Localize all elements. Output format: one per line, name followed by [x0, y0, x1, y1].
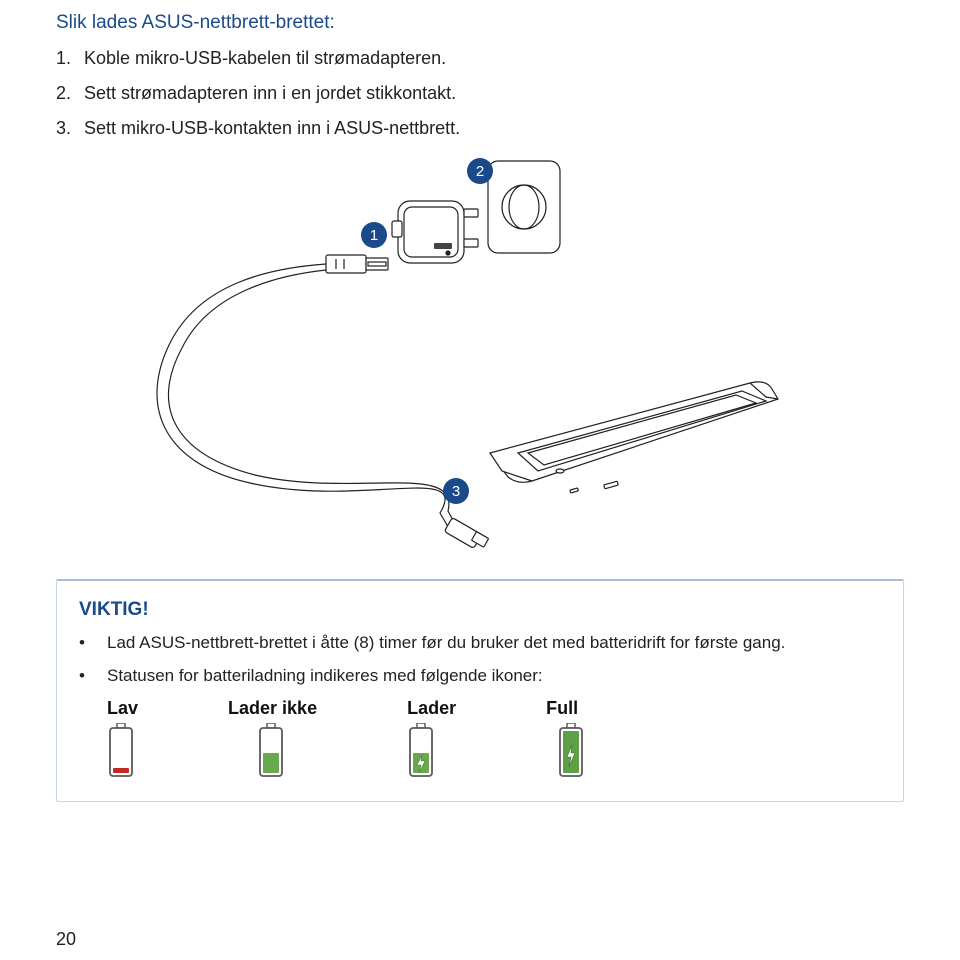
battery-label-full: Full — [546, 698, 578, 719]
step-number: 2. — [56, 83, 84, 104]
battery-label-charging: Lader — [407, 698, 456, 719]
bullet-text: Lad ASUS-nettbrett-brettet i åtte (8) ti… — [107, 631, 785, 656]
step-number: 3. — [56, 118, 84, 139]
battery-icons-row — [107, 723, 881, 779]
list-item: 3. Sett mikro-USB-kontakten inn i ASUS-n… — [56, 118, 904, 139]
list-item: 1. Koble mikro-USB-kabelen til strømadap… — [56, 48, 904, 69]
important-callout: VIKTIG! • Lad ASUS-nettbrett-brettet i å… — [56, 579, 904, 802]
list-item: • Lad ASUS-nettbrett-brettet i åtte (8) … — [79, 631, 881, 656]
step-text: Sett strømadapteren inn i en jordet stik… — [84, 83, 456, 104]
list-item: • Statusen for batteriladning indikeres … — [79, 664, 881, 689]
battery-full-icon — [557, 723, 585, 779]
bullet-text: Statusen for batteriladning indikeres me… — [107, 664, 543, 689]
step-text: Koble mikro-USB-kabelen til strømadapter… — [84, 48, 446, 69]
callout-3: 3 — [452, 483, 460, 500]
battery-notcharging-icon — [257, 723, 285, 779]
battery-label-low: Lav — [107, 698, 138, 719]
callout-2: 2 — [476, 163, 484, 180]
battery-charging-icon — [407, 723, 435, 779]
step-number: 1. — [56, 48, 84, 69]
battery-low-icon — [107, 723, 135, 779]
callout-title: VIKTIG! — [79, 599, 881, 621]
list-item: 2. Sett strømadapteren inn i en jordet s… — [56, 83, 904, 104]
bullet-dot: • — [79, 664, 107, 689]
battery-labels-row: Lav Lader ikke Lader Full — [107, 698, 881, 719]
callout-1: 1 — [370, 227, 378, 244]
charging-diagram: 2 1 3 — [56, 153, 904, 573]
page-number: 20 — [56, 929, 76, 950]
battery-label-notcharging: Lader ikke — [228, 698, 317, 719]
bullet-dot: • — [79, 631, 107, 656]
step-text: Sett mikro-USB-kontakten inn i ASUS-nett… — [84, 118, 460, 139]
section-heading: Slik lades ASUS-nettbrett-brettet: — [56, 12, 904, 34]
